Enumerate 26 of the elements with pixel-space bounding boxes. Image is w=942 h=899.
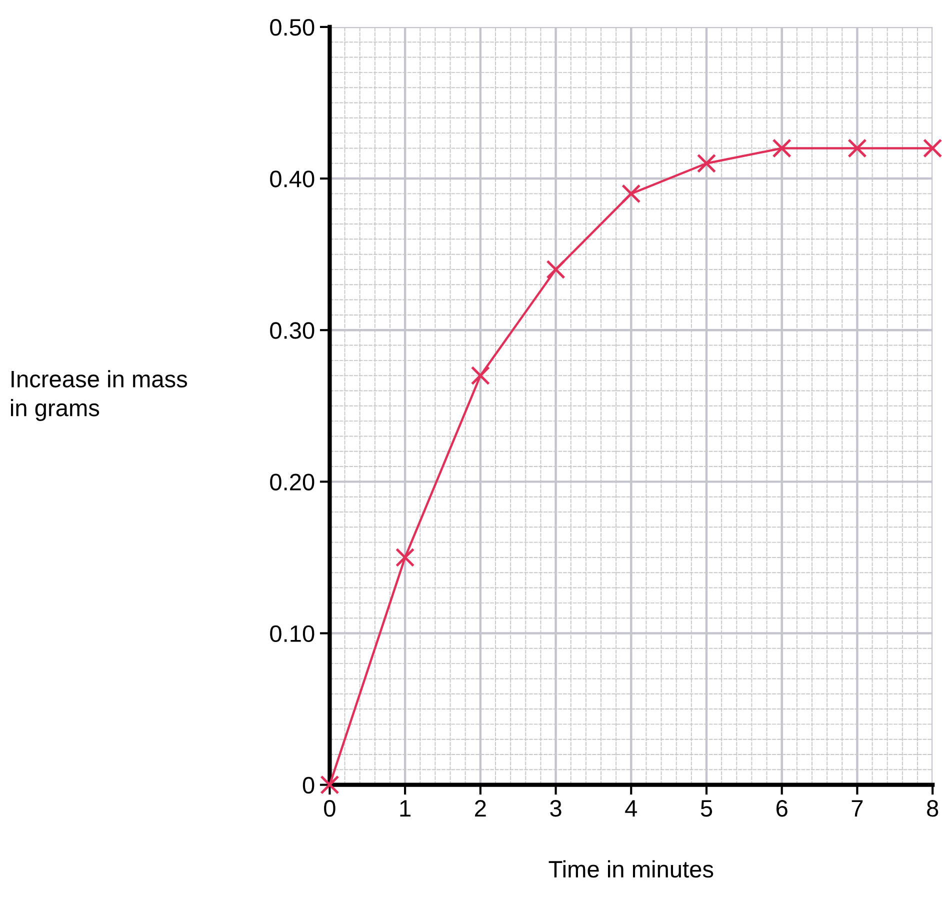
- y-tick-label: 0.50: [270, 19, 314, 36]
- x-tick-label: 6: [776, 800, 788, 817]
- point: [848, 138, 867, 158]
- y-axis-title: Increase in mass in grams: [11, 370, 188, 421]
- point: [546, 260, 566, 280]
- point: [696, 154, 716, 173]
- y-tick-label: 0.30: [270, 322, 314, 339]
- y-tick-label: 0.10: [270, 625, 314, 642]
- x-tick-label: 3: [550, 800, 562, 817]
- x-tick-label: 2: [475, 800, 486, 817]
- x-tick-label: 1: [400, 800, 410, 817]
- y-tick-label: 0.20: [270, 474, 314, 490]
- x-tick-label: 8: [927, 800, 938, 817]
- x-tick-label: 7: [852, 800, 863, 817]
- x-tick-label: 0: [324, 800, 336, 817]
- y-tick-label: 0: [302, 776, 314, 794]
- x-axis-title: Time in minutes: [548, 860, 714, 878]
- x-tick-label: 5: [700, 800, 712, 817]
- point: [622, 184, 641, 204]
- point: [395, 548, 415, 568]
- x-tick-label: 4: [625, 800, 638, 817]
- point: [320, 775, 340, 794]
- point: [922, 138, 942, 158]
- point: [470, 366, 490, 386]
- y-tick-label: 0.40: [270, 170, 314, 188]
- point: [772, 138, 792, 158]
